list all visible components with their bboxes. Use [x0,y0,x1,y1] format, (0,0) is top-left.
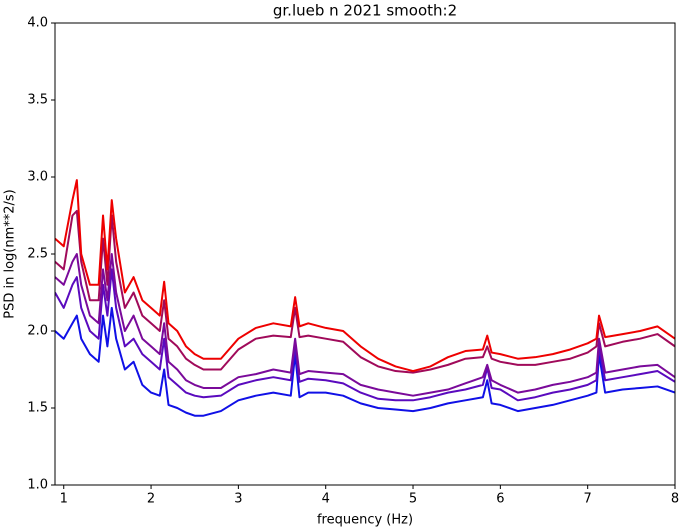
series-line [55,268,675,402]
x-axis-label: frequency (Hz) [317,513,413,528]
series-line [55,306,675,417]
x-tick-label: 6 [496,492,504,507]
plot-frame [54,22,676,486]
x-tick-label: 2 [147,492,155,507]
y-tick-label: 2.5 [27,247,48,262]
x-tick-label: 1 [60,492,68,507]
y-tick-label: 4.0 [27,16,48,31]
y-tick-label: 2.0 [27,324,48,339]
y-tick-label: 3.5 [27,93,48,108]
x-tick-label: 8 [671,492,679,507]
y-tick-label: 3.0 [27,170,48,185]
y-axis-label: PSD in log(nm**2/s) [3,189,18,319]
x-tick-label: 3 [234,492,242,507]
y-tick-label: 1.0 [27,478,48,493]
x-tick-label: 4 [322,492,330,507]
series-line [55,253,675,397]
series-line [55,179,675,373]
y-tick-label: 1.5 [27,401,48,416]
x-tick-label: 5 [409,492,417,507]
x-tick-label: 7 [584,492,592,507]
chart-title: gr.lueb n 2021 smooth:2 [273,2,457,20]
